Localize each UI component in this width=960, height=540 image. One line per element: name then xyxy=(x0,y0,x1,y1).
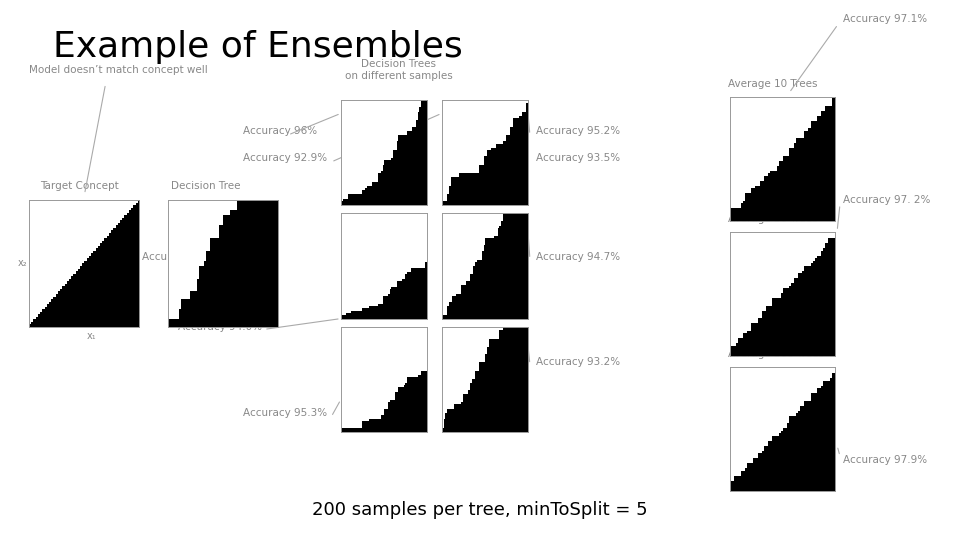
Text: Accuracy 94.0%: Accuracy 94.0% xyxy=(178,322,261,332)
Text: Accuracy 97.1%: Accuracy 97.1% xyxy=(843,14,927,24)
Text: Accuracy 95.3%: Accuracy 95.3% xyxy=(243,408,327,418)
Text: Model doesn’t match concept well: Model doesn’t match concept well xyxy=(29,65,207,75)
Text: Accuracy 97.9%: Accuracy 97.9% xyxy=(843,455,927,465)
Text: Accuracy 93.4%: Accuracy 93.4% xyxy=(142,252,227,261)
Text: Accuracy 95.2%: Accuracy 95.2% xyxy=(536,126,620,136)
Text: Average 500 Trees: Average 500 Trees xyxy=(728,349,824,359)
Text: Target Concept: Target Concept xyxy=(40,181,119,191)
Text: 200 samples per tree, minToSplit = 5: 200 samples per tree, minToSplit = 5 xyxy=(312,502,648,519)
Text: Average 50 Trees: Average 50 Trees xyxy=(728,214,817,224)
Text: Accuracy 94.7%: Accuracy 94.7% xyxy=(536,252,620,261)
Text: Accuracy 92.9%: Accuracy 92.9% xyxy=(243,153,327,163)
Text: Accuracy 93.5%: Accuracy 93.5% xyxy=(536,153,620,163)
Text: x₁: x₁ xyxy=(86,331,96,341)
Text: Accuracy 96%: Accuracy 96% xyxy=(243,126,317,136)
Text: Accuracy 93.2%: Accuracy 93.2% xyxy=(536,357,620,367)
Text: Average 10 Trees: Average 10 Trees xyxy=(728,79,817,89)
Text: Decision Tree: Decision Tree xyxy=(171,181,240,191)
Text: Decision Trees
on different samples: Decision Trees on different samples xyxy=(345,59,452,81)
Text: Accuracy 97. 2%: Accuracy 97. 2% xyxy=(843,195,930,205)
Text: x₂: x₂ xyxy=(17,258,27,268)
Text: Example of Ensembles: Example of Ensembles xyxy=(53,30,463,64)
